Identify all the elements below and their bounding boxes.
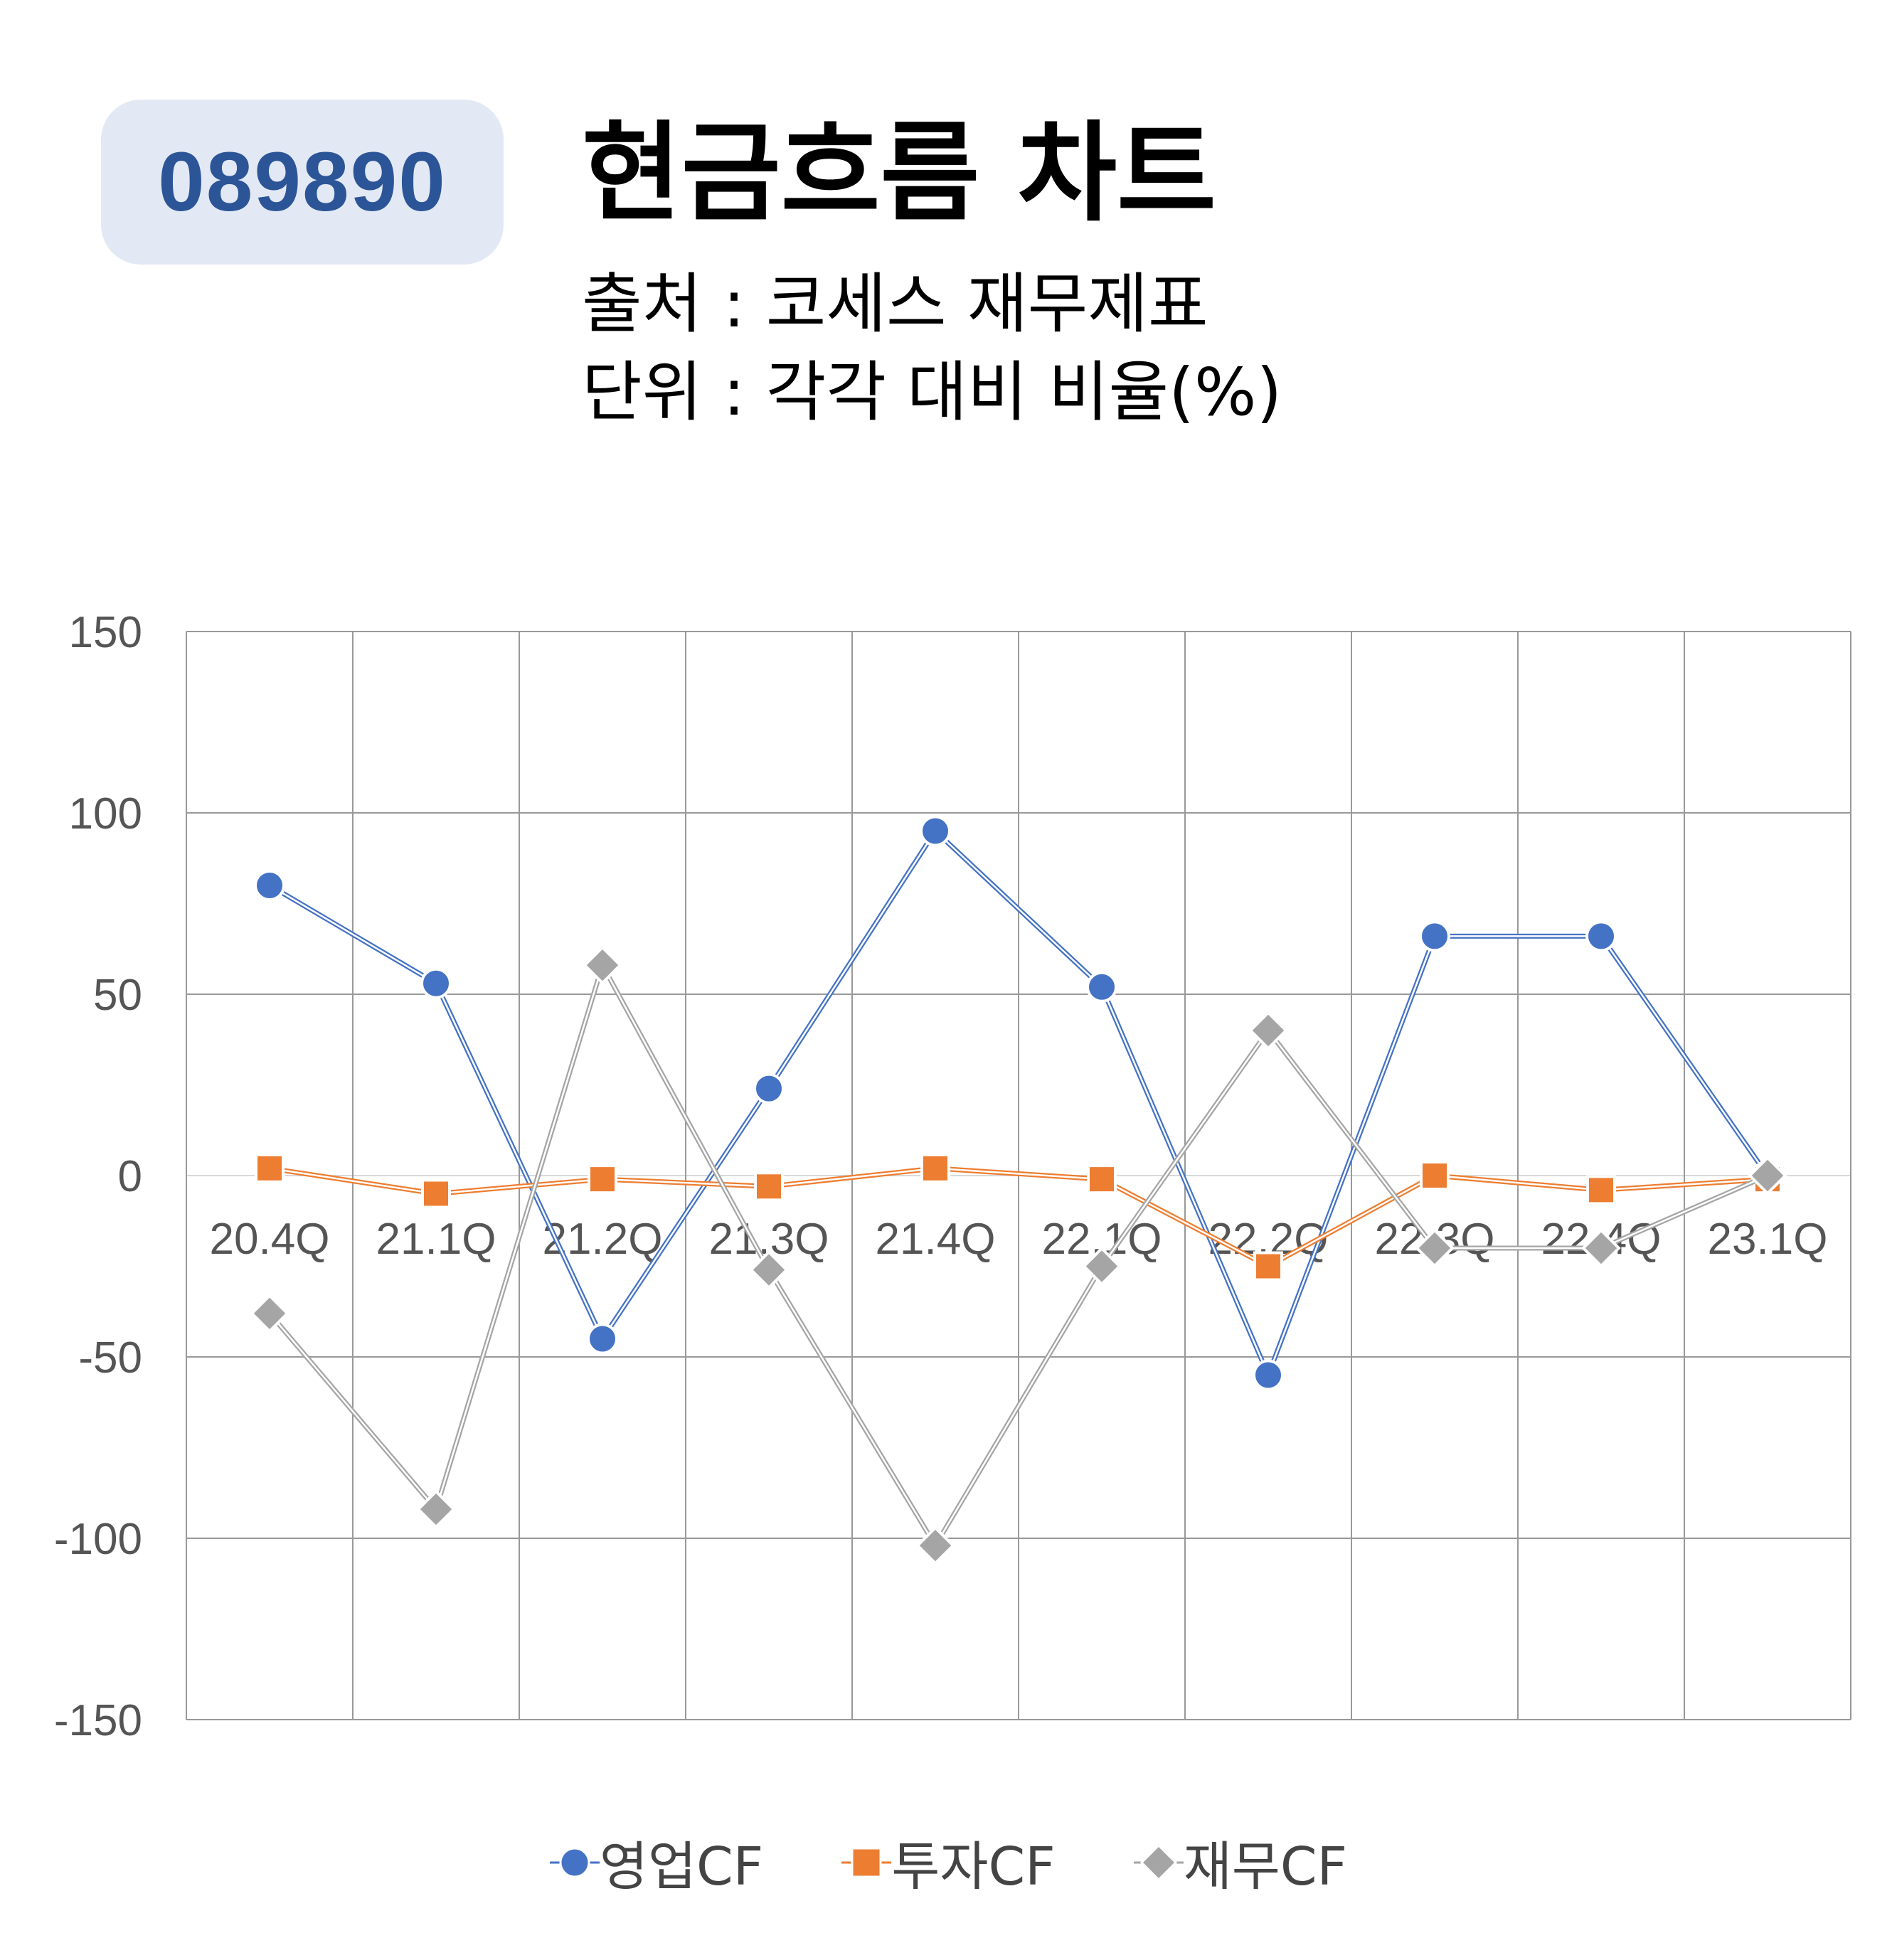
legend-label: 영업CF [599,1836,764,1897]
data-point [1419,920,1450,952]
data-point [1748,1156,1787,1195]
data-point [749,1250,789,1290]
grid [186,631,1851,1720]
data-point [1420,1161,1450,1191]
data-point [920,1153,950,1183]
data-point [753,1072,785,1104]
y-tick-label: -100 [54,1515,142,1564]
data-point [587,1323,618,1355]
data-point [420,967,452,999]
x-tick-label: 21.1Q [376,1215,496,1264]
y-tick-label: 150 [69,608,142,657]
y-tick-label: -50 [78,1333,142,1383]
series-line-highlight [269,962,1768,1548]
series-line-highlight [269,829,1769,1378]
circle-marker-icon [549,1847,600,1878]
series [250,815,1787,1566]
ticker-badge: 089890 [101,100,504,265]
legend: 영업CF 투자CF 재무CF [0,1824,1897,1900]
y-tick-label: 50 [93,971,142,1020]
ticker-code: 089890 [158,135,447,229]
source-label: 출처 : 코세스 재무제표 [582,266,1208,342]
x-tick-label: 23.1Q [1708,1215,1828,1264]
data-point [1253,1359,1284,1391]
data-point [1581,1228,1621,1268]
data-point [416,1489,456,1530]
data-point [1586,1175,1616,1205]
data-point [588,1164,617,1195]
chart-title: 현금흐름 차트 [582,110,1216,236]
legend-item-financing[interactable]: 재무CF [1133,1824,1348,1900]
y-tick-label: -150 [54,1696,142,1745]
legend-label: 재무CF [1183,1836,1348,1897]
data-point [583,945,622,986]
x-tick-label: 21.4Q [876,1215,996,1264]
series-영업CF [254,815,1783,1391]
data-point [255,1153,285,1183]
data-point [920,815,951,847]
y-axis-ticks: 150 100 50 0 -50 -100 -150 [54,608,142,1745]
series-재무CF [250,945,1787,1566]
x-axis-ticks: 20.4Q21.1Q21.2Q21.3Q21.4Q22.1Q22.2Q22.3Q… [210,1215,1828,1264]
x-tick-label: 21.2Q [543,1215,663,1264]
data-point [254,870,285,901]
data-point [1585,920,1617,952]
square-marker-icon [841,1847,892,1878]
data-point [915,1525,955,1566]
legend-label: 투자CF [891,1836,1056,1897]
legend-item-operating[interactable]: 영업CF [549,1824,764,1900]
data-point [1253,1251,1283,1282]
data-point [250,1293,289,1333]
y-tick-label: 0 [118,1152,142,1201]
x-tick-label: 20.4Q [210,1215,330,1264]
data-point [754,1171,784,1202]
unit-label: 단위 : 각각 대비 비율(%) [582,354,1282,430]
legend-item-investing[interactable]: 투자CF [841,1824,1056,1900]
diamond-marker-icon [1133,1843,1184,1881]
data-point [421,1178,451,1209]
data-point [1082,1246,1122,1287]
series-line-highlight [269,1167,1768,1267]
y-tick-label: 100 [69,789,142,838]
data-point [1248,1011,1288,1050]
data-point [1087,1164,1117,1195]
data-point [1415,1228,1455,1268]
data-point [1086,971,1117,1003]
